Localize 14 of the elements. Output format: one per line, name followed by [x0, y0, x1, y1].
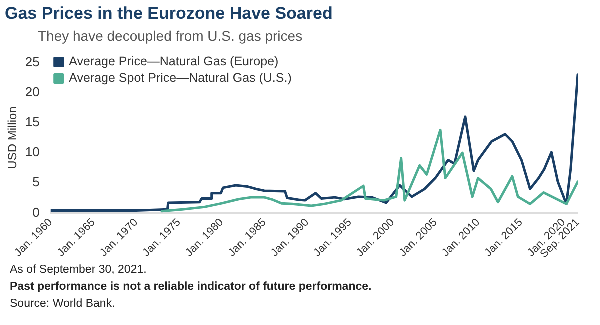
legend-label: Average Price—Natural Gas (Europe) [69, 54, 279, 69]
y-tick-label: 25 [25, 54, 40, 70]
y-tick-label: 20 [25, 84, 40, 100]
text: As of September 30, 2021. [10, 263, 148, 278]
y-tick-label: 15 [25, 114, 40, 130]
source-note: Source: World Bank. [10, 297, 116, 312]
y-axis-title: USD Million [6, 106, 20, 170]
y-tick-label: 5 [32, 174, 40, 190]
chart-title: Gas Prices in the Eurozone Have Soared [5, 4, 333, 24]
legend-label: Average Spot Price—Natural Gas (U.S.) [69, 71, 292, 86]
y-tick-label: 0 [32, 204, 40, 220]
y-tick-label: 10 [25, 144, 40, 160]
text: Past performance is not a reliable indicator of future performance. [10, 280, 372, 295]
chart-subtitle: They have decoupled from U.S. gas prices [38, 28, 303, 44]
